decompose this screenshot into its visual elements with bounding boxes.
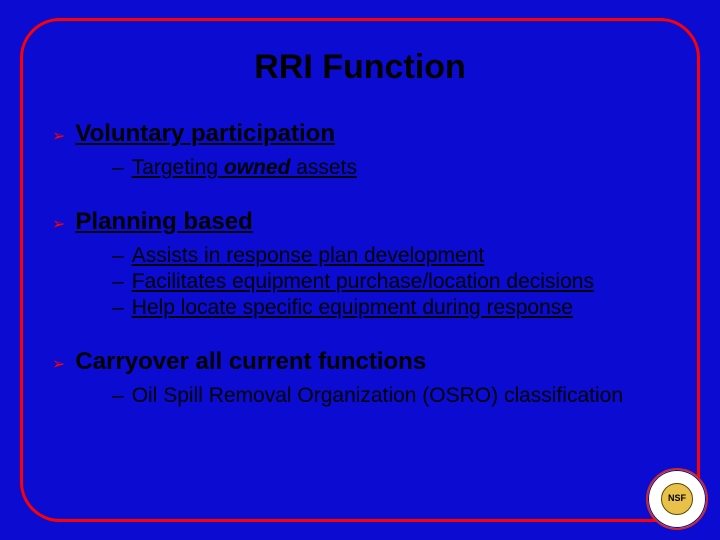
sub-label: Help locate specific equipment during re… xyxy=(132,296,573,320)
sub-label: Targeting owned assets xyxy=(132,156,357,180)
bullet-item: ➢ Carryover all current functions xyxy=(52,348,662,376)
dash-icon: – xyxy=(112,270,124,294)
dash-icon: – xyxy=(112,296,124,320)
bullet-label: Voluntary participation xyxy=(75,120,335,148)
sub-item: –Facilitates equipment purchase/location… xyxy=(112,270,662,294)
sub-item: –Targeting owned assets xyxy=(112,156,662,180)
dash-icon: – xyxy=(112,244,124,268)
section-spacer xyxy=(52,182,662,208)
sub-item: –Oil Spill Removal Organization (OSRO) c… xyxy=(112,384,662,408)
dash-icon: – xyxy=(112,384,124,408)
slide-content: ➢Voluntary participation–Targeting owned… xyxy=(52,120,662,436)
sub-label: Assists in response plan development xyxy=(132,244,485,268)
bullet-arrow-icon: ➢ xyxy=(52,126,65,146)
bullet-label: Carryover all current functions xyxy=(75,348,426,376)
sub-label: Oil Spill Removal Organization (OSRO) cl… xyxy=(132,384,623,408)
sub-label: Facilitates equipment purchase/location … xyxy=(132,270,594,294)
sub-item: –Help locate specific equipment during r… xyxy=(112,296,662,320)
seal-center: NSF xyxy=(661,483,693,515)
bullet-item: ➢ Voluntary participation xyxy=(52,120,662,148)
sub-item: –Assists in response plan development xyxy=(112,244,662,268)
bullet-arrow-icon: ➢ xyxy=(52,354,65,374)
slide-title: RRI Function xyxy=(0,48,720,87)
section-spacer xyxy=(52,322,662,348)
section-spacer xyxy=(52,410,662,436)
bullet-item: ➢ Planning based xyxy=(52,208,662,236)
bullet-label: Planning based xyxy=(75,208,252,236)
dash-icon: – xyxy=(112,156,124,180)
bullet-arrow-icon: ➢ xyxy=(52,214,65,234)
coast-guard-seal-icon: NSF xyxy=(646,468,708,530)
slide: RRI Function ➢Voluntary participation–Ta… xyxy=(0,0,720,540)
